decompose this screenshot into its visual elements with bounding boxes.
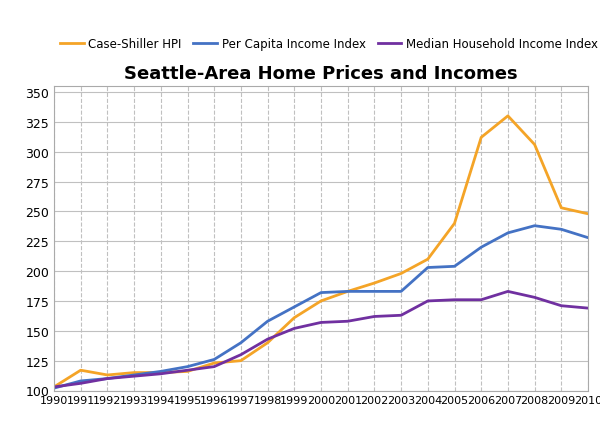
Case-Shiller HPI	[344, 289, 352, 294]
Per Capita Income Index	[505, 231, 512, 236]
Median Household Income Index	[344, 319, 352, 324]
Per Capita Income Index	[291, 305, 298, 310]
Case-Shiller HPI	[317, 299, 325, 304]
Case-Shiller HPI	[451, 221, 458, 227]
Per Capita Income Index	[157, 369, 164, 374]
Per Capita Income Index	[104, 376, 111, 381]
Legend: Case-Shiller HPI, Per Capita Income Index, Median Household Income Index: Case-Shiller HPI, Per Capita Income Inde…	[60, 38, 598, 51]
Case-Shiller HPI	[531, 143, 538, 148]
Per Capita Income Index	[531, 224, 538, 229]
Line: Case-Shiller HPI: Case-Shiller HPI	[54, 117, 588, 387]
Median Household Income Index	[157, 372, 164, 377]
Case-Shiller HPI	[478, 135, 485, 141]
Case-Shiller HPI	[398, 271, 405, 276]
Case-Shiller HPI	[584, 212, 592, 217]
Median Household Income Index	[77, 381, 85, 386]
Case-Shiller HPI	[157, 370, 164, 375]
Case-Shiller HPI	[424, 257, 431, 262]
Per Capita Income Index	[131, 372, 138, 378]
Median Household Income Index	[558, 303, 565, 309]
Per Capita Income Index	[584, 236, 592, 241]
Per Capita Income Index	[398, 289, 405, 294]
Case-Shiller HPI	[238, 358, 245, 363]
Median Household Income Index	[478, 297, 485, 302]
Median Household Income Index	[505, 289, 512, 294]
Per Capita Income Index	[451, 264, 458, 270]
Per Capita Income Index	[558, 227, 565, 232]
Case-Shiller HPI	[371, 281, 378, 286]
Per Capita Income Index	[50, 386, 58, 391]
Per Capita Income Index	[424, 265, 431, 270]
Median Household Income Index	[291, 326, 298, 331]
Median Household Income Index	[50, 385, 58, 390]
Median Household Income Index	[211, 364, 218, 369]
Line: Median Household Income Index: Median Household Income Index	[54, 292, 588, 387]
Per Capita Income Index	[478, 245, 485, 250]
Per Capita Income Index	[238, 340, 245, 345]
Median Household Income Index	[531, 295, 538, 300]
Median Household Income Index	[317, 320, 325, 326]
Case-Shiller HPI	[131, 370, 138, 375]
Per Capita Income Index	[344, 289, 352, 294]
Case-Shiller HPI	[558, 206, 565, 211]
Median Household Income Index	[104, 376, 111, 381]
Per Capita Income Index	[264, 319, 271, 324]
Case-Shiller HPI	[104, 372, 111, 378]
Per Capita Income Index	[211, 357, 218, 362]
Case-Shiller HPI	[50, 385, 58, 390]
Median Household Income Index	[264, 337, 271, 342]
Per Capita Income Index	[371, 289, 378, 294]
Case-Shiller HPI	[77, 368, 85, 373]
Per Capita Income Index	[317, 290, 325, 296]
Median Household Income Index	[371, 314, 378, 319]
Median Household Income Index	[584, 306, 592, 311]
Median Household Income Index	[451, 297, 458, 302]
Per Capita Income Index	[184, 364, 191, 369]
Median Household Income Index	[184, 368, 191, 373]
Median Household Income Index	[238, 352, 245, 358]
Case-Shiller HPI	[211, 361, 218, 366]
Case-Shiller HPI	[264, 340, 271, 345]
Per Capita Income Index	[77, 378, 85, 384]
Title: Seattle-Area Home Prices and Incomes: Seattle-Area Home Prices and Incomes	[124, 65, 518, 82]
Line: Per Capita Income Index: Per Capita Income Index	[54, 226, 588, 388]
Case-Shiller HPI	[505, 114, 512, 119]
Median Household Income Index	[131, 374, 138, 379]
Case-Shiller HPI	[184, 369, 191, 374]
Case-Shiller HPI	[291, 316, 298, 321]
Median Household Income Index	[424, 299, 431, 304]
Median Household Income Index	[398, 313, 405, 318]
